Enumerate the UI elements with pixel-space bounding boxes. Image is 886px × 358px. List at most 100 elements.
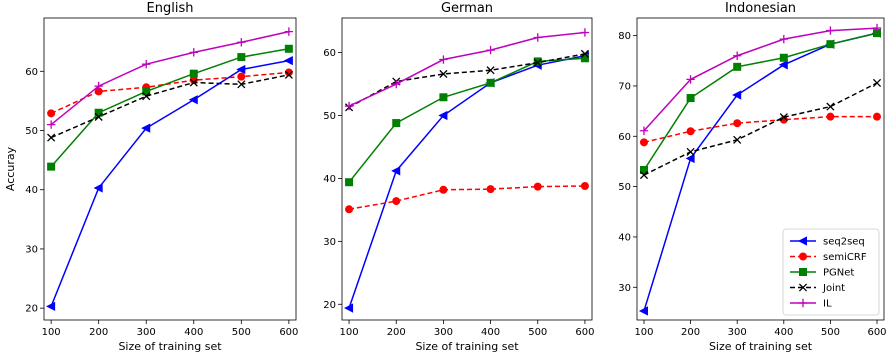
data-point-Joint [94, 112, 103, 121]
x-axis-label: Size of training set [415, 340, 519, 353]
x-tick-label: 300 [728, 327, 747, 338]
x-tick-label: 100 [634, 327, 653, 338]
data-point-PGNet [47, 162, 56, 171]
series-line-IL [643, 27, 878, 132]
plot-frame [341, 17, 593, 321]
series-line-Joint [50, 74, 290, 139]
legend-label-seq2seq: seq2seq [823, 237, 865, 248]
data-point-seq2seq [391, 166, 401, 176]
panel-indonesian: Indonesian 100 200 300 400 500 600 30 40 50 60 70 80… [618, 1, 886, 353]
y-tick-label: 40 [25, 185, 38, 196]
data-point-PGNet [486, 78, 495, 87]
x-tick-label: 200 [387, 327, 406, 338]
panel-title: English [147, 1, 194, 16]
x-tick-label: 500 [232, 327, 251, 338]
data-point-semiCRF [580, 181, 589, 190]
y-tick-label: 30 [323, 237, 336, 248]
panel-german: German 100 200 300 400 500 600 20 30 40 50 60 Size o… [323, 1, 594, 353]
data-point-Joint [872, 78, 882, 87]
data-point-seq2seq [93, 183, 103, 193]
series-line-PGNet [643, 32, 878, 171]
data-point-IL [732, 51, 742, 60]
y-tick-label: 30 [25, 244, 38, 255]
series-line-IL [50, 30, 290, 126]
y-tick-label: 20 [323, 300, 336, 311]
x-tick-label: 600 [575, 327, 594, 338]
data-point-seq2seq [778, 60, 788, 70]
data-point-seq2seq [638, 306, 648, 316]
data-point-Joint [826, 102, 835, 111]
x-tick-label: 600 [867, 327, 886, 338]
data-point-IL [344, 101, 354, 111]
data-point-Joint [639, 170, 649, 180]
y-tick-label: 60 [25, 67, 38, 78]
data-point-Joint [686, 147, 695, 156]
y-tick-label: 80 [618, 31, 631, 42]
legend-label-Joint: Joint [822, 283, 845, 294]
data-point-IL [439, 55, 448, 64]
x-tick-label: 500 [821, 327, 840, 338]
data-point-seq2seq [438, 110, 448, 121]
panel-title: German [441, 1, 493, 16]
x-axis-label: Size of training set [118, 340, 222, 353]
y-tick-label: 50 [25, 126, 38, 137]
legend-label-IL: IL [823, 299, 832, 310]
data-point-semiCRF [237, 72, 246, 81]
legend-label-PGNet: PGNet [823, 268, 854, 279]
data-point-Joint [733, 135, 742, 144]
x-tick-label: 100 [42, 327, 61, 338]
data-point-semiCRF [392, 197, 401, 206]
data-point-PGNet [779, 53, 788, 62]
x-tick-label: 400 [774, 327, 793, 338]
data-point-semiCRF [533, 182, 542, 191]
data-point-Joint [237, 80, 246, 89]
data-point-PGNet [639, 166, 648, 175]
series-group [638, 23, 882, 316]
series-line-Joint [348, 53, 586, 108]
data-point-IL [533, 33, 542, 42]
legend-marker-IL [798, 298, 808, 308]
data-point-semiCRF [47, 109, 56, 118]
data-point-IL [142, 59, 151, 69]
data-point-seq2seq [283, 55, 293, 66]
data-point-IL [284, 27, 294, 36]
data-point-semiCRF [686, 127, 695, 136]
data-point-IL [826, 26, 835, 35]
data-point-PGNet [189, 69, 198, 78]
data-point-semiCRF [639, 138, 648, 147]
data-point-semiCRF [345, 205, 354, 214]
series-group [343, 28, 590, 313]
data-point-IL [392, 79, 401, 89]
data-point-IL [486, 45, 495, 55]
x-tick-label: 500 [528, 327, 547, 338]
y-axis-label: Accuray [4, 146, 17, 191]
data-point-Joint [580, 49, 589, 58]
plot-frame [636, 17, 885, 321]
data-point-seq2seq [141, 123, 151, 133]
data-point-IL [46, 120, 56, 129]
data-point-IL [779, 34, 789, 44]
series-line-semiCRF [643, 115, 878, 144]
y-tick-label: 50 [323, 111, 336, 122]
series-line-PGNet [348, 57, 585, 183]
data-point-seq2seq [46, 301, 56, 312]
data-point-IL [872, 23, 882, 33]
legend: seq2seq semiCRF PGNet Joint IL [782, 228, 880, 316]
legend-marker-Joint [798, 283, 808, 292]
data-point-semiCRF [439, 185, 448, 194]
data-point-Joint [47, 133, 56, 142]
data-point-PGNet [284, 44, 293, 53]
data-point-seq2seq [188, 95, 198, 105]
data-point-IL [639, 126, 649, 135]
series-line-seq2seq [50, 59, 290, 307]
legend-marker-PGNet [799, 267, 808, 276]
y-tick-label: 60 [323, 48, 336, 59]
y-tick-label: 60 [618, 132, 631, 143]
data-point-PGNet [686, 94, 695, 103]
data-point-semiCRF [873, 112, 882, 121]
x-tick-label: 200 [89, 327, 108, 338]
data-point-Joint [142, 92, 151, 101]
data-point-seq2seq [343, 303, 354, 313]
data-point-Joint [439, 69, 448, 79]
